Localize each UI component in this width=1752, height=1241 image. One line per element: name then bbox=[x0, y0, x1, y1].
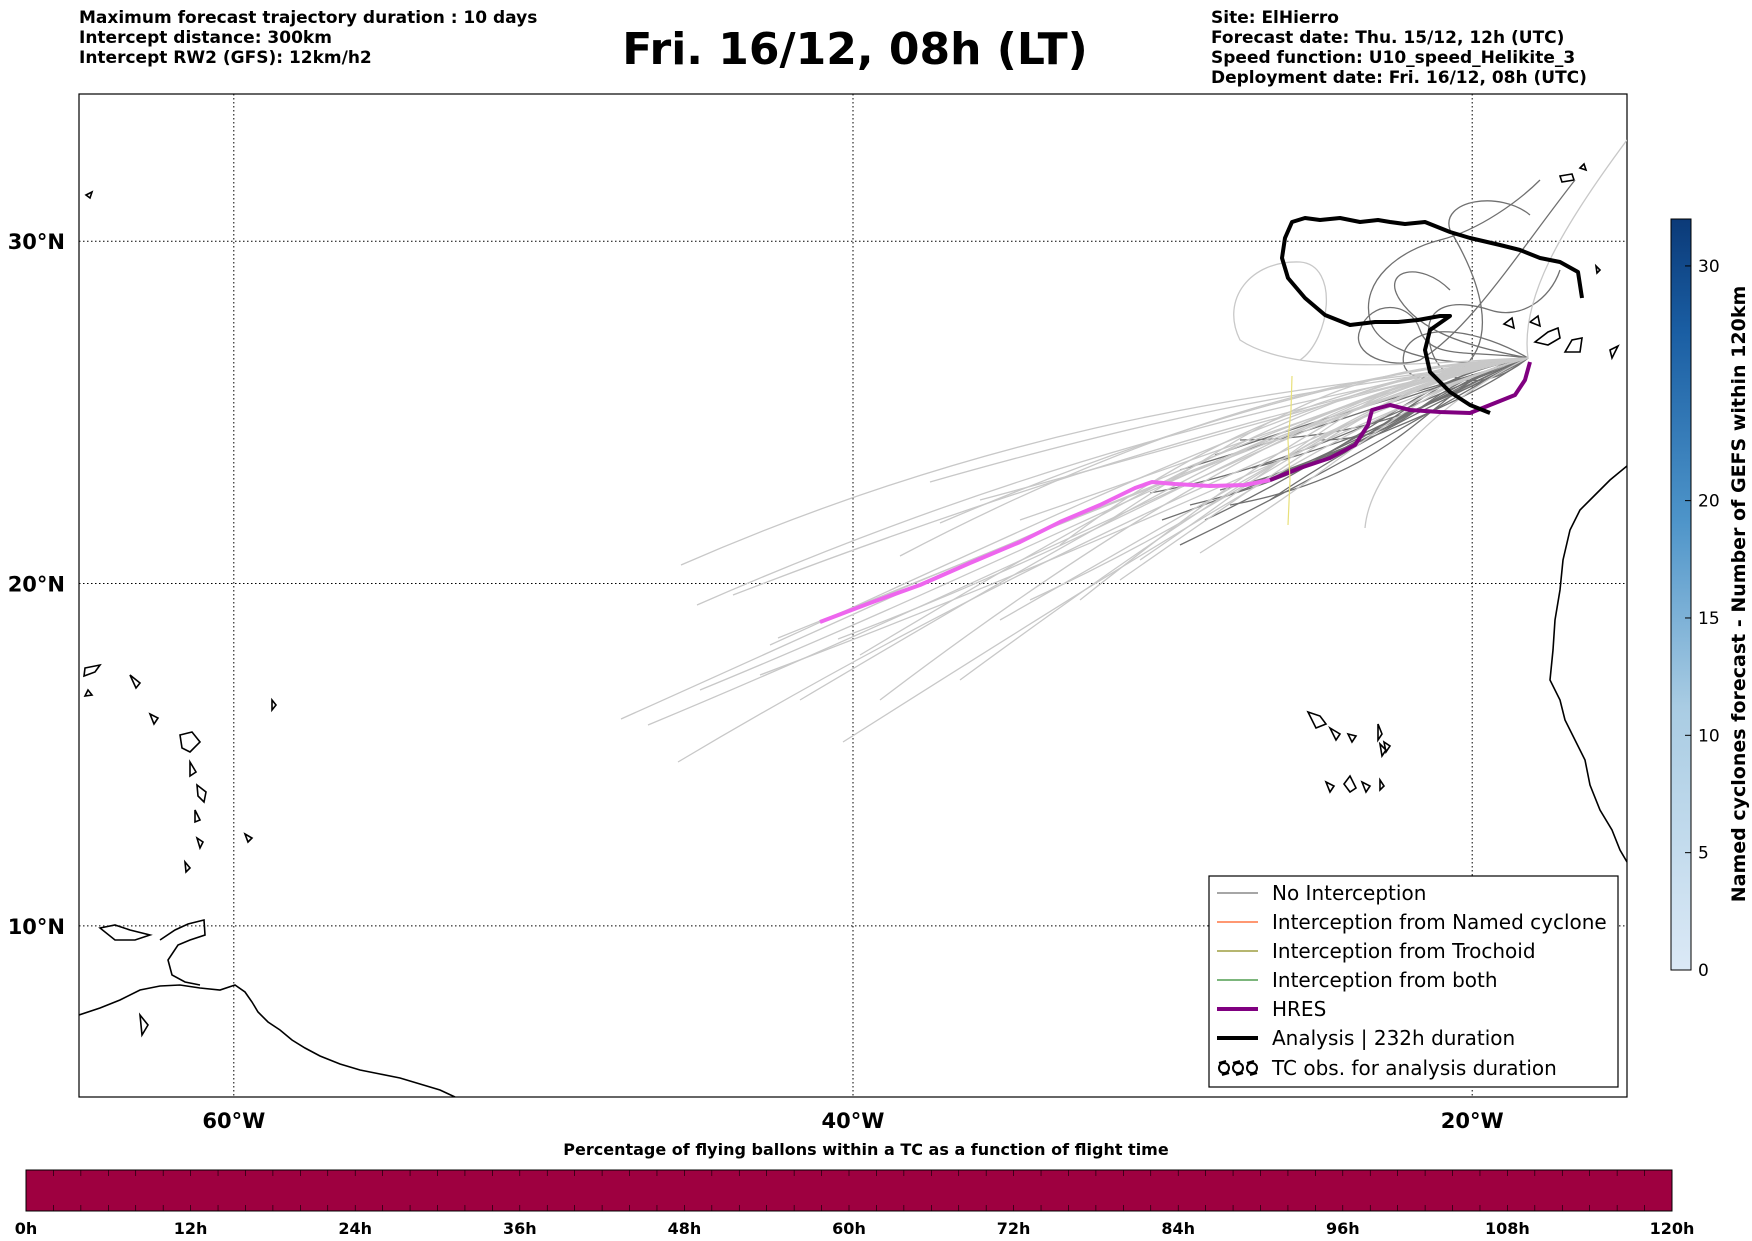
site-info-block: Site: ElHierro Forecast date: Thu. 15/12… bbox=[1211, 8, 1587, 88]
legend-label-tc-obs: TC obs. for analysis duration bbox=[1271, 1056, 1557, 1080]
flight-time-bar-fill bbox=[25, 1169, 1673, 1212]
flight-time-tick-label: 60h bbox=[832, 1219, 866, 1238]
hres-trajectory-faded bbox=[819, 478, 1271, 624]
colorbar-tick-label: 30 bbox=[1698, 257, 1720, 277]
analysis-trajectory bbox=[1280, 216, 1584, 415]
hres-trajectory bbox=[1269, 361, 1532, 482]
ensemble-trajectory-line bbox=[1269, 357, 1529, 501]
legend-label-hres: HRES bbox=[1272, 997, 1326, 1021]
ensemble-trajectory-line bbox=[769, 357, 1529, 646]
max-duration-text: Maximum forecast trajectory duration : 1… bbox=[79, 8, 538, 28]
colorbar-tick-label: 15 bbox=[1698, 609, 1720, 629]
deployment-date-text: Deployment date: Fri. 16/12, 08h (UTC) bbox=[1211, 68, 1587, 88]
analysis-trajectory-group bbox=[1280, 216, 1584, 415]
ensemble-trajectory-line bbox=[1139, 357, 1529, 561]
legend-label-trochoid: Interception from Trochoid bbox=[1272, 939, 1536, 963]
trochoid-trace bbox=[1287, 375, 1293, 526]
flight-time-tick-label: 84h bbox=[1161, 1219, 1195, 1238]
ensemble-trajectory-line bbox=[1357, 179, 1576, 364]
coastlines bbox=[79, 162, 1627, 1097]
lon-tick-label: 60°W bbox=[202, 1109, 265, 1133]
ensemble-trajectory-line bbox=[699, 357, 1529, 691]
intercept-distance-text: Intercept distance: 300km bbox=[79, 28, 332, 48]
flight-time-tick-label: 12h bbox=[174, 1219, 208, 1238]
speed-function-text: Speed function: U10_speed_Helikite_3 bbox=[1211, 48, 1576, 68]
colorbar-axis-label: Named cyclones forecast - Number of GEFS… bbox=[1728, 286, 1750, 903]
ensemble-trajectory-line bbox=[1367, 179, 1541, 364]
axis-tick-labels: 60°W 40°W 20°W 30°N 20°N 10°N bbox=[8, 230, 1504, 1133]
map-legend: No Interception Interception from Named … bbox=[1208, 875, 1619, 1088]
ensemble-trajectory-line bbox=[759, 357, 1529, 676]
ensemble-trajectory-line bbox=[1199, 357, 1529, 554]
ensemble-trajectory-line bbox=[879, 357, 1529, 701]
graticule bbox=[79, 94, 1627, 1097]
lon-tick-label: 20°W bbox=[1441, 1109, 1504, 1133]
ensemble-trajectory-line bbox=[1427, 269, 1561, 382]
flight-time-tick-label: 48h bbox=[668, 1219, 702, 1238]
intercept-rw2-text: Intercept RW2 (GFS): 12km/h2 bbox=[79, 48, 372, 68]
ensemble-trajectory-line bbox=[1393, 271, 1529, 359]
page-title: Fri. 16/12, 08h (LT) bbox=[622, 24, 1088, 75]
flight-time-tick-label: 36h bbox=[503, 1219, 537, 1238]
colorbar-tick-label: 0 bbox=[1698, 961, 1709, 981]
flight-time-tick-label: 108h bbox=[1485, 1219, 1530, 1238]
flight-time-tick-label: 96h bbox=[1326, 1219, 1360, 1238]
legend-label-analysis: Analysis | 232h duration bbox=[1272, 1026, 1515, 1050]
ensemble-trajectory-line bbox=[1364, 357, 1529, 529]
lat-tick-label: 30°N bbox=[8, 230, 65, 254]
flight-time-tick-label: 24h bbox=[338, 1219, 372, 1238]
lat-tick-label: 20°N bbox=[8, 573, 65, 597]
forecast-settings-block: Maximum forecast trajectory duration : 1… bbox=[79, 8, 537, 68]
flight-time-bar-ticks: 0h 12h 24h 36h 48h 60h 72h 84h 96h 108h 120h bbox=[15, 1219, 1695, 1238]
legend-label-both: Interception from both bbox=[1272, 968, 1498, 992]
flight-time-bar-segments bbox=[53, 1170, 1645, 1211]
colorbar-tick-label: 5 bbox=[1698, 844, 1709, 864]
ensemble-trajectory-line bbox=[1233, 261, 1529, 366]
ensemble-trajectory-line bbox=[1259, 357, 1529, 481]
colorbar-gradient bbox=[1670, 218, 1692, 971]
colorbar-ticks: 0 5 10 15 20 30 bbox=[1685, 257, 1720, 981]
legend-box bbox=[1208, 875, 1619, 1088]
cyclone-colorbar: 0 5 10 15 20 30 Named cyclones forecast - Num… bbox=[1670, 218, 1750, 981]
site-text: Site: ElHierro bbox=[1211, 8, 1339, 28]
ensemble-trajectory-line bbox=[1079, 357, 1529, 601]
flight-time-bar: Percentage of flying ballons within a TC… bbox=[15, 1140, 1695, 1238]
lon-tick-label: 40°W bbox=[822, 1109, 885, 1133]
ensemble-trajectory-line bbox=[849, 357, 1529, 611]
hres-trajectory-group bbox=[819, 361, 1532, 624]
flight-time-tick-label: 72h bbox=[997, 1219, 1031, 1238]
colorbar-tick-label: 20 bbox=[1698, 492, 1720, 512]
flight-time-bar-title: Percentage of flying ballons within a TC… bbox=[563, 1140, 1169, 1159]
ensemble-trajectories bbox=[620, 139, 1627, 763]
ensemble-trajectory-line bbox=[1109, 357, 1529, 521]
forecast-date-text: Forecast date: Thu. 15/12, 12h (UTC) bbox=[1211, 28, 1565, 48]
colorbar-tick-label: 10 bbox=[1698, 726, 1720, 746]
lat-tick-label: 10°N bbox=[8, 915, 65, 939]
flight-time-tick-label: 120h bbox=[1650, 1219, 1695, 1238]
legend-label-no-interception: No Interception bbox=[1272, 881, 1426, 905]
tc-symbol-icon bbox=[1218, 1060, 1258, 1076]
flight-time-tick-label: 0h bbox=[15, 1219, 38, 1238]
legend-label-named-cyclone: Interception from Named cyclone bbox=[1272, 910, 1607, 934]
